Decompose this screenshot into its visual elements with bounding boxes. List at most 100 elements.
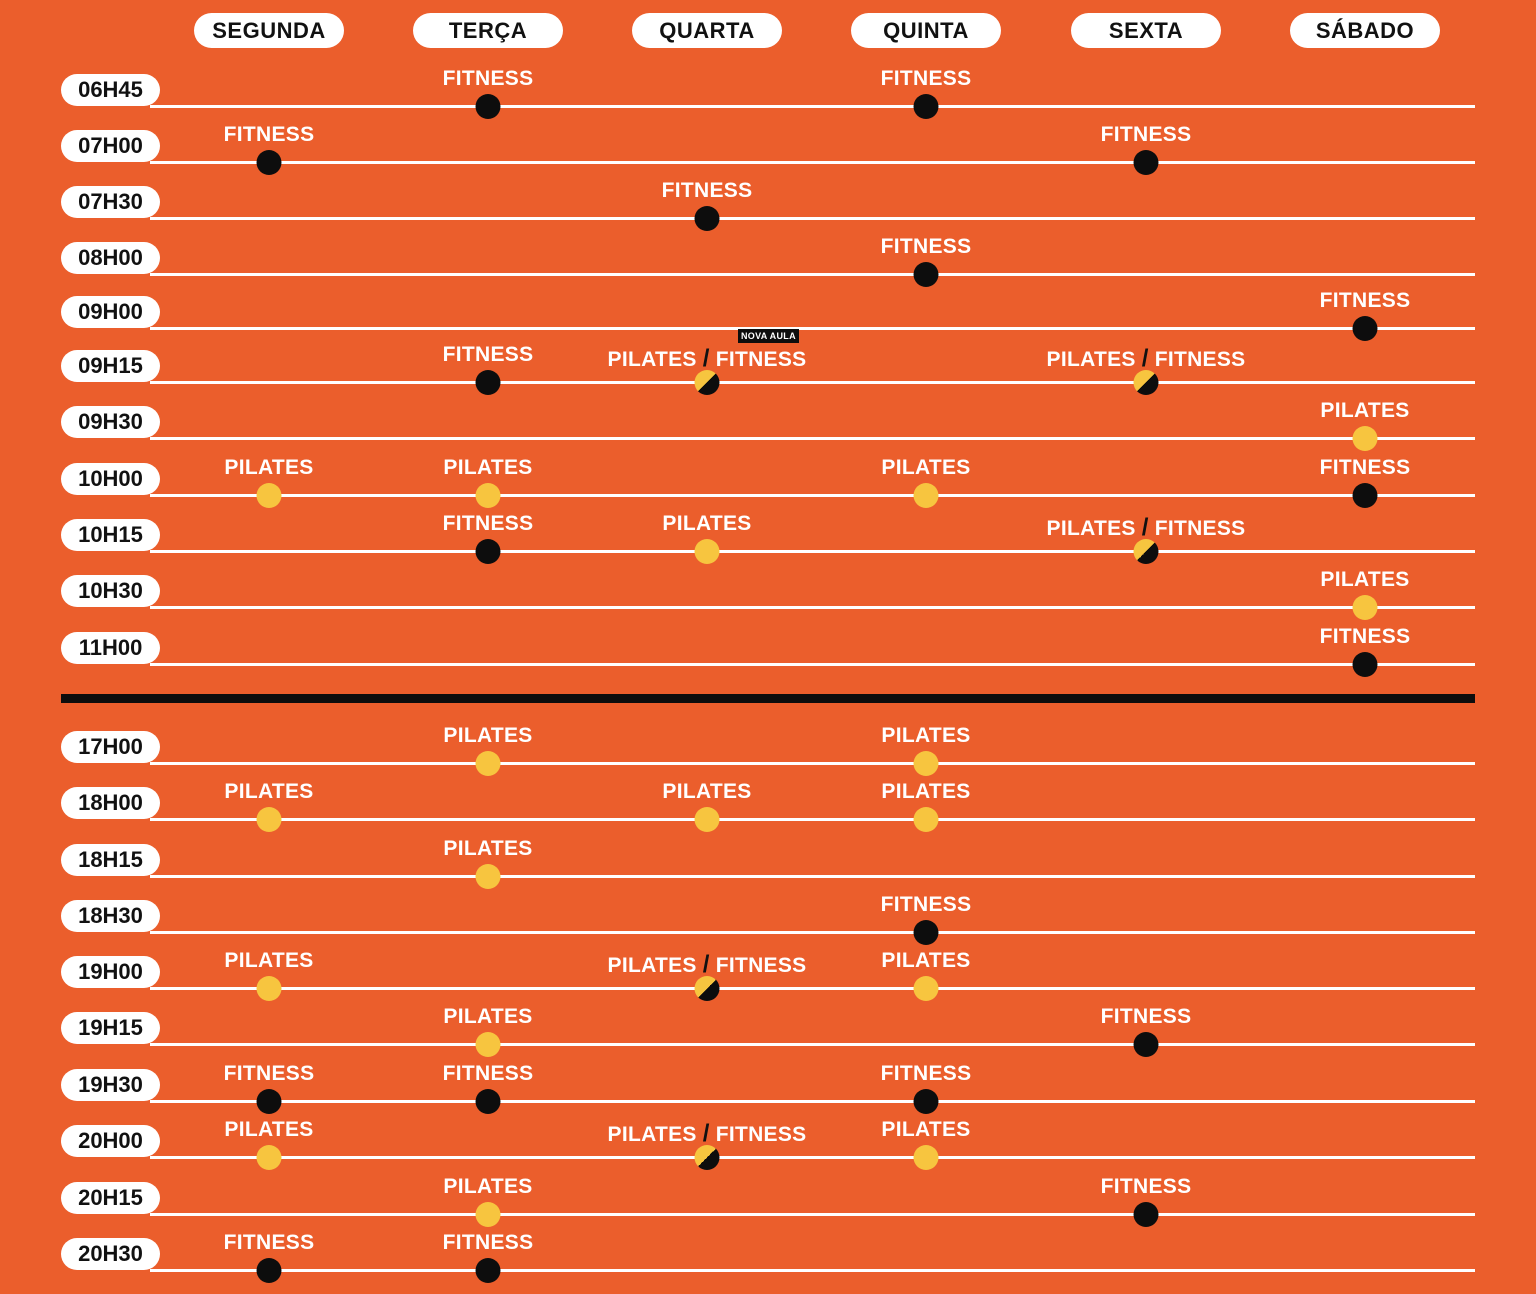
pilates-fitness-dot	[694, 1145, 720, 1170]
row-line	[150, 550, 1475, 553]
time-label: 20H15	[61, 1182, 160, 1214]
time-label: 07H00	[61, 130, 160, 162]
pilates-dot	[475, 1032, 501, 1057]
schedule-row: 18H00 PILATES PILATES PILATES	[0, 780, 1536, 832]
pilates-fitness-dot	[1133, 370, 1159, 395]
row-line	[150, 273, 1475, 276]
time-label: 17H00	[61, 731, 160, 763]
time-label: 09H30	[61, 406, 160, 438]
class-label: FITNESS	[1100, 1005, 1192, 1028]
class-label: PILATES	[224, 780, 314, 803]
row-line	[150, 1043, 1475, 1046]
pilates-text: PILATES	[607, 348, 697, 371]
slash-separator: /	[1141, 345, 1149, 372]
time-label: 11H00	[61, 632, 160, 664]
time-label: 10H30	[61, 575, 160, 607]
row-line	[150, 217, 1475, 220]
schedule-row: 10H15 FITNESS PILATES PILATES / FITNESS	[0, 512, 1536, 564]
fitness-dot	[1133, 1032, 1159, 1057]
class-label: FITNESS	[223, 1231, 315, 1254]
row-line	[150, 381, 1475, 384]
row-line	[150, 987, 1475, 990]
time-label: 09H15	[61, 350, 160, 382]
schedule-row: 10H00 PILATES PILATES PILATES FITNESS	[0, 456, 1536, 508]
pilates-text: PILATES	[1046, 348, 1136, 371]
class-label: FITNESS	[442, 1062, 534, 1085]
pilates-text: PILATES	[1046, 517, 1136, 540]
pilates-dot	[913, 751, 939, 776]
fitness-dot	[475, 1089, 501, 1114]
slash-separator: /	[702, 951, 710, 978]
class-label: PILATES	[1320, 399, 1410, 422]
class-label: PILATES	[224, 949, 314, 972]
class-label: PILATES	[881, 780, 971, 803]
row-line	[150, 1269, 1475, 1272]
fitness-dot	[913, 1089, 939, 1114]
slash-separator: /	[702, 345, 710, 372]
class-label: FITNESS	[442, 512, 534, 535]
schedule-row: 07H00 FITNESS FITNESS	[0, 123, 1536, 175]
class-label: FITNESS	[661, 179, 753, 202]
class-label: PILATES	[881, 456, 971, 479]
pilates-dot	[475, 1202, 501, 1227]
class-label: FITNESS	[1100, 1175, 1192, 1198]
schedule-row: 20H15 PILATES FITNESS	[0, 1175, 1536, 1227]
row-line	[150, 1213, 1475, 1216]
schedule-row: 19H00 PILATES PILATES / FITNESS PILATES	[0, 949, 1536, 1001]
pilates-fitness-dot	[694, 370, 720, 395]
row-line	[150, 1156, 1475, 1159]
class-label: FITNESS	[223, 123, 315, 146]
class-label: PILATES	[443, 837, 533, 860]
time-label: 06H45	[61, 74, 160, 106]
time-label: 18H00	[61, 787, 160, 819]
time-label: 10H15	[61, 519, 160, 551]
pilates-text: PILATES	[607, 1123, 697, 1146]
row-line	[150, 437, 1475, 440]
row-line	[150, 931, 1475, 934]
fitness-dot	[913, 920, 939, 945]
class-label: PILATES	[881, 1118, 971, 1141]
row-line	[150, 1100, 1475, 1103]
row-line	[150, 762, 1475, 765]
schedule-row: 08H00 FITNESS	[0, 235, 1536, 287]
pilates-dot	[913, 1145, 939, 1170]
row-line	[150, 327, 1475, 330]
pilates-dot	[913, 483, 939, 508]
time-label: 10H00	[61, 463, 160, 495]
schedule-row: 09H15 FITNESS PILATES / FITNESS NOVA AULA PILA…	[0, 329, 1536, 395]
day-header-1: TERÇA	[413, 13, 563, 48]
day-header-5: SÁBADO	[1290, 13, 1440, 48]
pilates-dot	[694, 807, 720, 832]
class-label: FITNESS	[442, 1231, 534, 1254]
class-label: FITNESS	[880, 235, 972, 258]
slash-separator: /	[1141, 514, 1149, 541]
pilates-dot	[475, 751, 501, 776]
pilates-dot	[694, 539, 720, 564]
time-label: 08H00	[61, 242, 160, 274]
class-label: FITNESS	[442, 343, 534, 366]
schedule-row: 18H15 PILATES	[0, 837, 1536, 889]
class-label: FITNESS	[1100, 123, 1192, 146]
class-label: FITNESS	[880, 893, 972, 916]
class-label: PILATES / FITNESS	[608, 345, 807, 373]
day-header-0: SEGUNDA	[194, 13, 344, 48]
pilates-fitness-dot	[1133, 539, 1159, 564]
class-label: PILATES	[443, 724, 533, 747]
schedule-row: 09H00 FITNESS	[0, 289, 1536, 341]
fitness-dot	[475, 1258, 501, 1283]
fitness-dot	[1352, 483, 1378, 508]
pilates-text: PILATES	[607, 954, 697, 977]
fitness-dot	[1352, 316, 1378, 341]
schedule-row: 09H30 PILATES	[0, 399, 1536, 451]
time-label: 09H00	[61, 296, 160, 328]
row-line	[150, 494, 1475, 497]
pilates-dot	[1352, 426, 1378, 451]
pilates-dot	[256, 807, 282, 832]
pilates-dot	[475, 483, 501, 508]
row-line	[150, 161, 1475, 164]
time-label: 20H00	[61, 1125, 160, 1157]
time-label: 19H15	[61, 1012, 160, 1044]
class-label: PILATES / FITNESS	[608, 951, 807, 979]
class-label: PILATES	[1320, 568, 1410, 591]
fitness-dot	[913, 262, 939, 287]
